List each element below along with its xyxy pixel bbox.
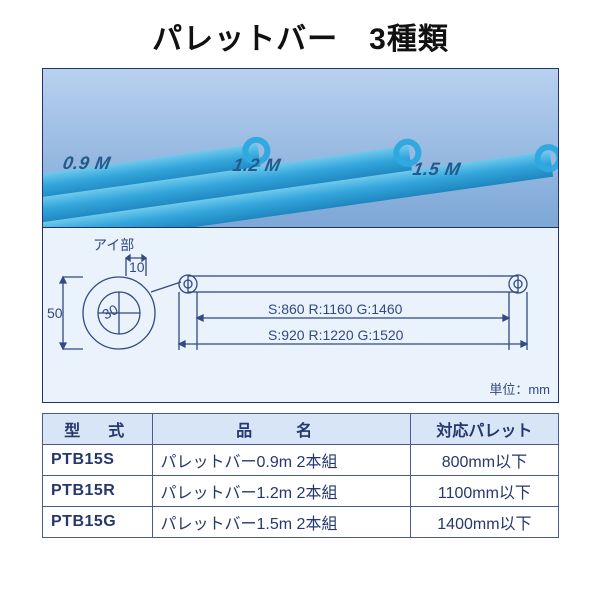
dimension-diagram: アイ部 10 50 30 S:860 R:1160 G:1460 S:920 R… xyxy=(42,228,559,403)
bars-illustration xyxy=(43,69,559,228)
bar-length-label-3: 1.5 M xyxy=(411,159,462,180)
eye-section-label: アイ部 xyxy=(93,237,134,253)
eye-dim-50: 50 xyxy=(47,305,63,321)
bar-length-label-1: 0.9 M xyxy=(61,153,112,174)
spec-table-wrap: 型 式 品 名 対応パレット PTB15S パレットバー0.9m 2本組 800… xyxy=(42,413,559,538)
cell-model: PTB15S xyxy=(43,445,153,476)
cell-pallet: 800mm以下 xyxy=(410,445,558,476)
table-row: PTB15R パレットバー1.2m 2本組 1100mm以下 xyxy=(43,476,559,507)
eye-dim-10: 10 xyxy=(129,259,145,275)
table-row: PTB15G パレットバー1.5m 2本組 1400mm以下 xyxy=(43,507,559,538)
cell-name: パレットバー0.9m 2本組 xyxy=(152,445,410,476)
cell-pallet: 1100mm以下 xyxy=(410,476,558,507)
col-model: 型 式 xyxy=(43,414,153,445)
page-title: パレットバー 3種類 xyxy=(0,0,601,68)
unit-label: 単位：mm xyxy=(489,379,550,398)
cell-pallet: 1400mm以下 xyxy=(410,507,558,538)
dim-inner-text: S:860 R:1160 G:1460 xyxy=(268,301,403,317)
dim-outer-text: S:920 R:1220 G:1520 xyxy=(268,327,404,343)
table-header-row: 型 式 品 名 対応パレット xyxy=(43,414,559,445)
cell-name: パレットバー1.5m 2本組 xyxy=(152,507,410,538)
table-row: PTB15S パレットバー0.9m 2本組 800mm以下 xyxy=(43,445,559,476)
cell-model: PTB15R xyxy=(43,476,153,507)
cell-name: パレットバー1.2m 2本組 xyxy=(152,476,410,507)
col-name: 品 名 xyxy=(152,414,410,445)
cell-model: PTB15G xyxy=(43,507,153,538)
col-pallet: 対応パレット xyxy=(410,414,558,445)
dimension-svg: アイ部 10 50 30 S:860 R:1160 G:1460 S:920 R… xyxy=(43,228,560,403)
bar-length-label-2: 1.2 M xyxy=(231,155,282,176)
spec-table: 型 式 品 名 対応パレット PTB15S パレットバー0.9m 2本組 800… xyxy=(42,413,559,538)
product-photo: 0.9 M 1.2 M 1.5 M xyxy=(42,68,559,228)
